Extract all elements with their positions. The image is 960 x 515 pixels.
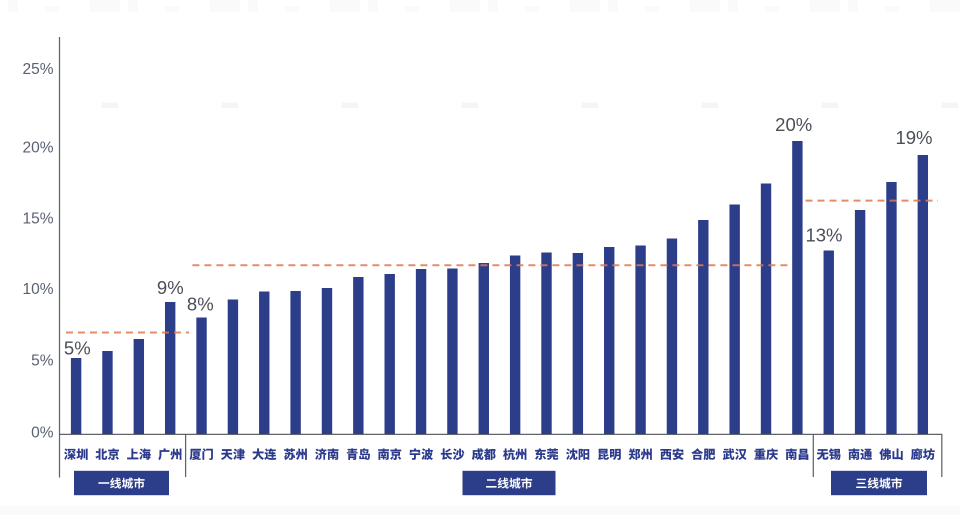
svg-text:0%: 0% bbox=[31, 425, 54, 442]
svg-text:20%: 20% bbox=[22, 140, 53, 157]
svg-text:20%: 20% bbox=[775, 114, 812, 135]
svg-text:8%: 8% bbox=[187, 294, 214, 315]
svg-text:9%: 9% bbox=[157, 277, 184, 298]
svg-text:19%: 19% bbox=[895, 127, 932, 148]
svg-text:13%: 13% bbox=[805, 224, 842, 245]
svg-text:5%: 5% bbox=[31, 353, 54, 370]
svg-text:5%: 5% bbox=[64, 337, 91, 358]
svg-text:10%: 10% bbox=[22, 281, 53, 298]
svg-text:25%: 25% bbox=[22, 61, 53, 78]
svg-text:15%: 15% bbox=[22, 211, 53, 228]
